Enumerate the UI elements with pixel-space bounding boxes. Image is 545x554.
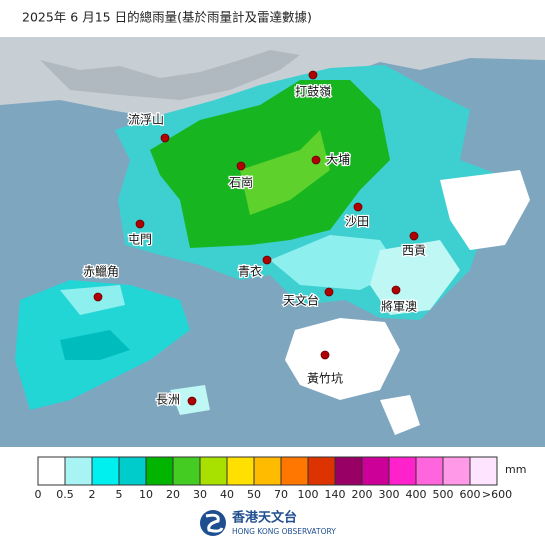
legend-label: 40 xyxy=(220,488,234,501)
legend-label: >600 xyxy=(482,488,512,501)
place-label: 天文台 xyxy=(283,293,319,308)
legend-swatch xyxy=(415,456,444,486)
place-marker xyxy=(262,255,272,265)
org-name-zh: 香港天文台 xyxy=(231,510,297,526)
place-label: 西貢 xyxy=(402,244,426,258)
legend-label: 10 xyxy=(139,488,153,501)
legend-swatch xyxy=(64,456,93,486)
legend-label: 20 xyxy=(166,488,180,501)
legend-swatch xyxy=(253,456,282,486)
legend-swatch xyxy=(469,456,498,486)
legend-label: 500 xyxy=(433,488,454,501)
place-marker xyxy=(236,161,246,171)
org-name-en: HONG KONG OBSERVATORY xyxy=(232,527,336,536)
place-marker xyxy=(391,285,401,295)
legend-label: 5 xyxy=(116,488,123,501)
place-label: 打鼓嶺 xyxy=(295,85,331,99)
place-marker xyxy=(135,219,145,229)
place-marker xyxy=(320,350,330,360)
legend-label: 0 xyxy=(35,488,42,501)
place-label: 沙田 xyxy=(345,215,369,229)
place-marker xyxy=(311,155,321,165)
legend-label: 400 xyxy=(406,488,427,501)
legend-label: 300 xyxy=(379,488,400,501)
legend-swatch xyxy=(199,456,228,486)
map xyxy=(0,37,545,447)
place-marker xyxy=(409,231,419,241)
legend-swatch xyxy=(145,456,174,486)
legend-swatch xyxy=(91,456,120,486)
place-marker xyxy=(324,287,334,297)
place-marker xyxy=(353,202,363,212)
legend-label: 0.5 xyxy=(56,488,74,501)
place-label: 黃竹坑 xyxy=(307,371,343,386)
legend-label: 200 xyxy=(352,488,373,501)
title: 2025年 6 月15 日的總雨量(基於雨量計及雷達數據) xyxy=(22,10,312,25)
legend-label: 600 xyxy=(460,488,481,501)
place-label: 屯門 xyxy=(128,233,152,247)
legend-swatch xyxy=(361,456,390,486)
legend-label: 50 xyxy=(247,488,261,501)
legend-swatch xyxy=(388,456,417,486)
legend-label: 2 xyxy=(89,488,96,501)
legend-label: 100 xyxy=(298,488,319,501)
place-label: 大埔 xyxy=(326,153,350,167)
legend-swatch xyxy=(442,456,471,486)
place-label: 流浮山 xyxy=(128,113,164,127)
legend-swatch xyxy=(334,456,363,486)
place-marker xyxy=(308,70,318,80)
place-label: 青衣 xyxy=(238,264,262,279)
place-label: 赤鱲角 xyxy=(83,265,119,279)
place-label: 將軍澳 xyxy=(381,299,417,314)
legend-label: 140 xyxy=(325,488,346,501)
logo xyxy=(200,510,226,536)
place-label: 石崗 xyxy=(229,176,253,190)
place-marker xyxy=(93,292,103,302)
legend-swatch xyxy=(118,456,147,486)
place-marker xyxy=(160,133,170,143)
place-label: 長洲 xyxy=(156,393,180,407)
legend-swatch xyxy=(226,456,255,486)
legend-swatch xyxy=(37,456,66,486)
legend-unit: mm xyxy=(505,463,526,476)
legend-label: 30 xyxy=(193,488,207,501)
legend: 0 0.5 2 5 10 20 30 40 50 70 100 140 200 300 400 500 600 >… xyxy=(35,456,512,501)
place-marker xyxy=(187,396,197,406)
legend-swatch xyxy=(172,456,201,486)
legend-label: 70 xyxy=(274,488,288,501)
legend-swatch xyxy=(280,456,309,486)
legend-swatch xyxy=(307,456,336,486)
